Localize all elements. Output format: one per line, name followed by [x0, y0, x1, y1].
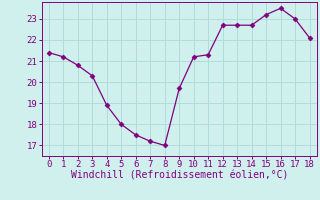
X-axis label: Windchill (Refroidissement éolien,°C): Windchill (Refroidissement éolien,°C)	[70, 171, 288, 181]
